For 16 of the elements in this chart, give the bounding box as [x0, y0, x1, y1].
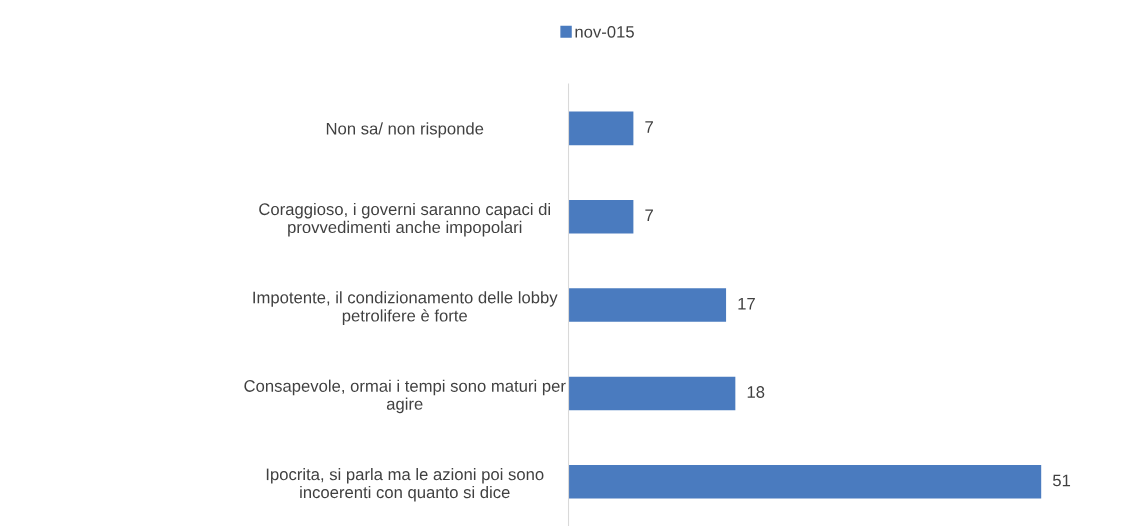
- bar: [568, 288, 727, 322]
- bar: [568, 376, 736, 411]
- y-tick-label: Ipocrita, si parla ma le azioni poi sono incoerenti con quanto si dice: [266, 468, 544, 502]
- data-label: 18: [747, 386, 765, 398]
- bar: [568, 111, 634, 146]
- y-tick-label: Non sa/ non risponde: [326, 122, 484, 138]
- data-label: 17: [738, 297, 755, 310]
- y-tick-label: Impotente, il condizionamento delle lobby petrolifere è forte: [253, 291, 558, 325]
- bar: [568, 465, 1042, 499]
- y-tick-label: Coraggioso, i governi saranno capaci di provvedimenti anche impopolari: [259, 202, 550, 237]
- data-label: 51: [1052, 474, 1071, 487]
- data-label: 7: [645, 121, 653, 133]
- bar: [568, 199, 634, 234]
- data-label: 7: [645, 209, 653, 222]
- y-tick-label: Consapevole, ormai i tempi sono maturi per agire: [244, 379, 566, 414]
- legend-label: nov-015: [575, 25, 634, 38]
